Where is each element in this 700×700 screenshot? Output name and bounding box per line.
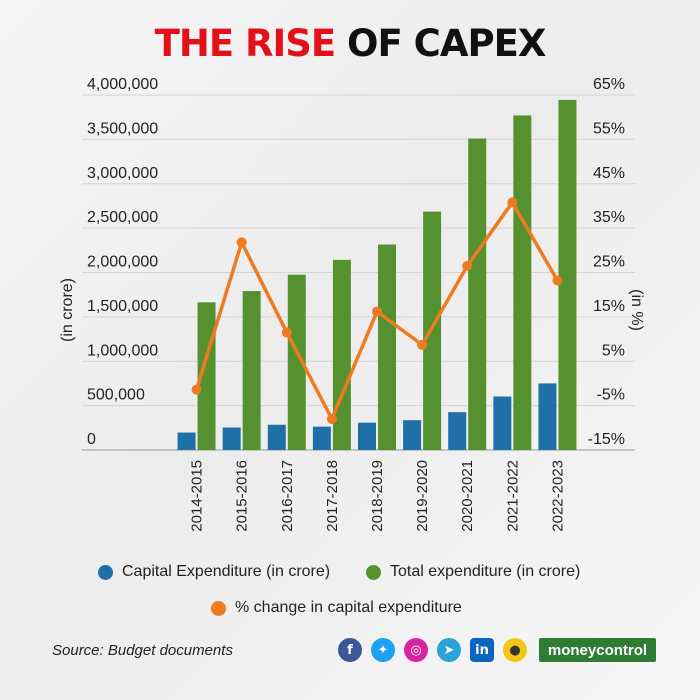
y-tick-label: 1,000,000 [87,342,158,359]
y-tick-label: 3,500,000 [87,120,158,137]
x-tick-label: 2019-2020 [414,460,431,532]
x-tick-label: 2014-2015 [189,460,206,532]
legend-label-total: Total expenditure (in crore) [390,563,581,580]
linkedin-icon[interactable]: in [470,638,494,662]
legend-item-total: Total expenditure (in crore) [366,563,580,581]
x-tick-label: 2018-2019 [369,460,386,532]
bar-capital-expenditure [177,432,196,450]
bar-total-expenditure [558,99,577,450]
bar-capital-expenditure [538,383,557,450]
y-axis-label: (in crore) [59,278,76,342]
legend-swatch-capex [98,564,113,580]
point-pct-change [326,413,337,424]
y-tick-label: 2,000,000 [87,254,158,271]
title-black-part: OF CAPEX [335,22,546,65]
twitter-icon[interactable]: ✦ [371,638,395,662]
x-tick-label: 2015-2016 [234,460,251,532]
y-right-tick-label: -15% [588,431,625,448]
point-pct-change [462,260,473,271]
moneycontrol-logo[interactable]: money control [539,638,656,662]
legend-label-capex: Capital Expenditure (in crore) [122,563,331,580]
point-pct-change [236,237,247,248]
point-pct-change [372,306,382,317]
point-pct-change [552,275,563,286]
y-right-tick-label: 55% [593,120,625,137]
y-right-axis-label: (in %) [628,289,645,331]
y-right-tick-label: 35% [593,209,625,226]
bar-capital-expenditure [267,424,286,450]
chart-title: THE RISE OF CAPEX [0,22,700,65]
social-icons: f ✦ ◎ ➤ in ● [338,638,527,662]
y-right-tick-label: 15% [593,298,625,315]
bar-capital-expenditure [493,396,512,450]
bar-total-expenditure [468,138,487,450]
bar-capital-expenditure [222,427,241,450]
legend-swatch-pct [211,600,226,616]
instagram-icon[interactable]: ◎ [404,638,428,662]
x-tick-label: 2022-2023 [549,460,566,532]
y-right-tick-label: 5% [602,342,625,359]
legend-label-pct: % change in capital expenditure [235,599,462,616]
bar-total-expenditure [378,244,396,450]
point-pct-change [281,327,292,338]
bar-total-expenditure [287,274,306,450]
y-right-tick-label: 65% [593,76,625,93]
bar-total-expenditure [242,291,261,450]
point-pct-change [191,384,202,395]
facebook-icon[interactable]: f [338,638,362,662]
y-tick-label: 3,000,000 [87,165,158,182]
point-pct-change [507,197,518,208]
bar-capital-expenditure [358,422,376,450]
bar-total-expenditure [513,115,532,450]
y-tick-label: 4,000,000 [87,76,158,93]
legend-item-capex: Capital Expenditure (in crore) [98,563,330,581]
bar-capital-expenditure [403,420,422,450]
legend-swatch-total [366,564,381,580]
y-right-tick-label: 25% [593,254,625,271]
legend-item-pct: % change in capital expenditure [211,599,462,617]
telegram-icon[interactable]: ➤ [437,638,461,662]
koo-icon[interactable]: ● [503,638,527,662]
bar-capital-expenditure [448,412,467,450]
x-tick-label: 2021-2022 [504,460,521,532]
x-tick-label: 2017-2018 [324,460,341,532]
y-tick-label: 2,500,000 [87,209,158,226]
x-tick-label: 2016-2017 [279,460,296,532]
x-tick-label: 2020-2021 [459,460,476,532]
y-right-tick-label: 45% [593,165,625,182]
y-tick-label: 1,500,000 [87,298,158,315]
source-note: Source: Budget documents [52,642,233,659]
bar-capital-expenditure [312,426,331,450]
y-tick-label: 500,000 [87,387,145,404]
y-right-tick-label: -5% [597,387,625,404]
title-red-part: THE RISE [154,22,337,65]
point-pct-change [417,339,428,350]
y-tick-label: 0 [87,431,96,448]
